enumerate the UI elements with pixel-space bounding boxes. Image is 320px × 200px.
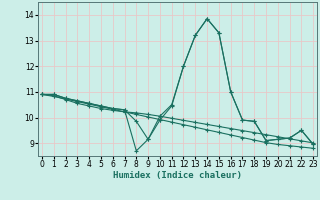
X-axis label: Humidex (Indice chaleur): Humidex (Indice chaleur) xyxy=(113,171,242,180)
